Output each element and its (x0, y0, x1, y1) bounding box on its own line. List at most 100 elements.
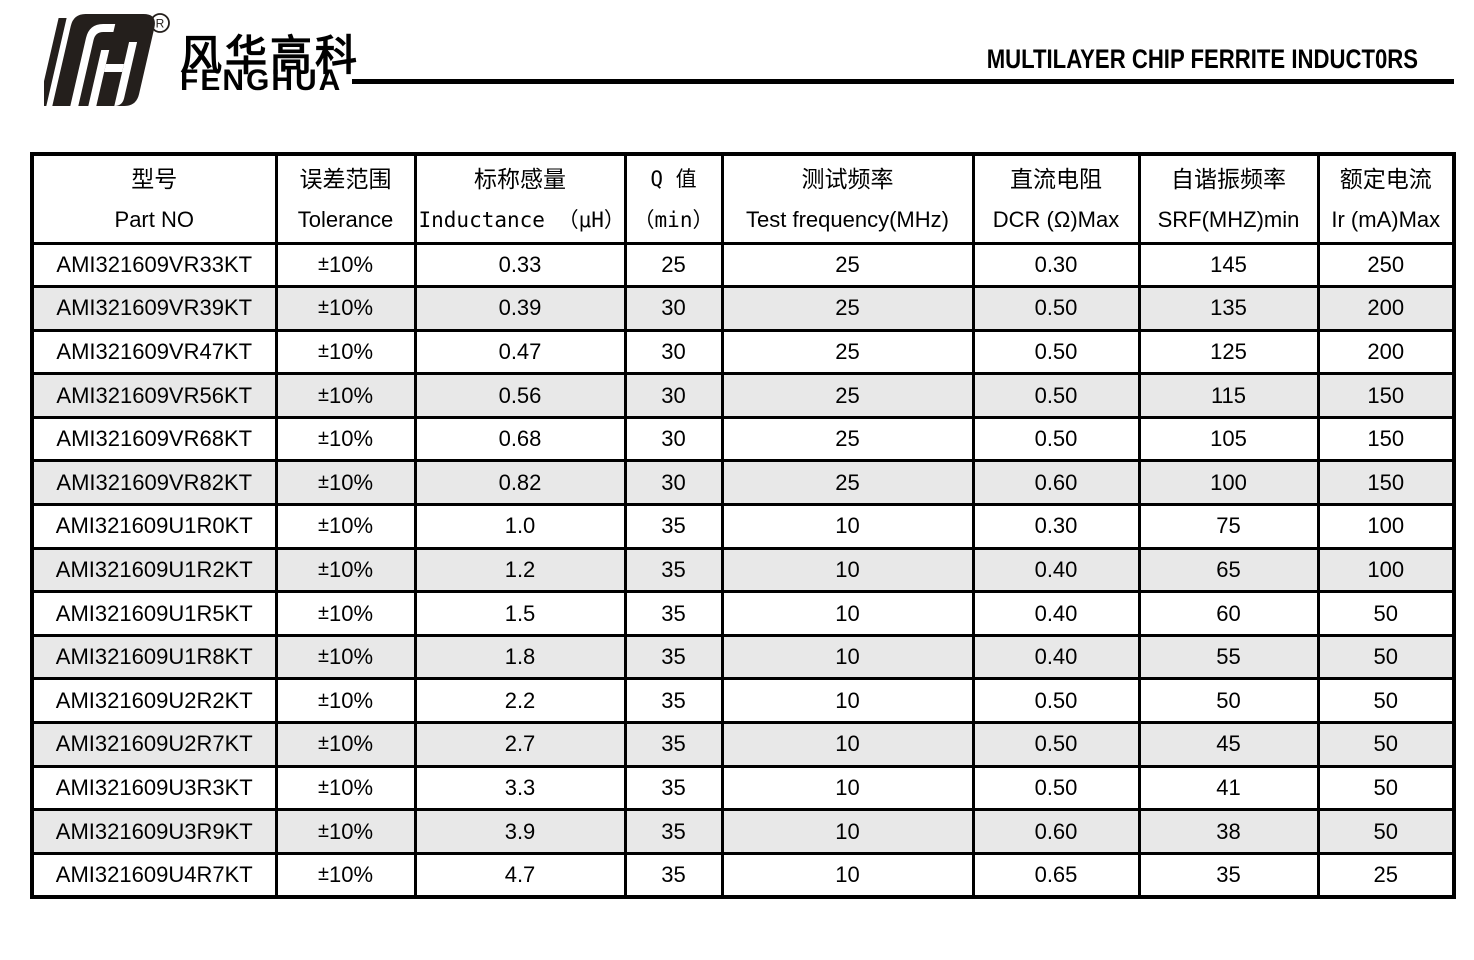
column-header-chinese: 型号 (131, 166, 178, 193)
table-cell: 0.30 (971, 503, 1141, 550)
part-number-cell: AMI321609U1R8KT (30, 633, 278, 681)
table-cell: 50 (1316, 764, 1456, 812)
table-cell: 250 (1316, 241, 1456, 289)
part-number-cell: AMI321609U2R7KT (30, 721, 278, 768)
table-cell: 30 (623, 459, 724, 507)
table-cell: 125 (1137, 328, 1320, 376)
table-cell: 25 (720, 459, 975, 507)
table-cell: 150 (1316, 372, 1456, 419)
title-underline (352, 79, 1454, 84)
table-cell: 50 (1316, 590, 1456, 637)
table-cell: 10 (720, 590, 975, 637)
table-cell: 3.9 (413, 808, 627, 855)
table-cell: ±10% (274, 677, 417, 725)
plus-minus-sign: ± (317, 427, 329, 450)
table-cell: 35 (623, 590, 724, 637)
table-cell: 2.7 (413, 721, 627, 768)
column-header: 额定电流 Ir (mA)Max (1316, 152, 1456, 245)
table-cell: 30 (623, 372, 724, 419)
table-cell: ±10% (274, 415, 417, 463)
plus-minus-sign: ± (317, 339, 329, 362)
table-cell: 25 (720, 372, 975, 419)
company-name-english: FENGHUA (180, 64, 343, 97)
table-cell: 135 (1137, 285, 1320, 332)
table-row: AMI321609U1R2KT ±10% 1.2 35 10 0.40 65 100 (30, 546, 1456, 594)
table-cell: 10 (720, 808, 975, 855)
table-cell: 35 (623, 503, 724, 550)
table-cell: 30 (623, 285, 724, 332)
table-cell: 45 (1137, 721, 1320, 768)
plus-minus-sign: ± (317, 514, 329, 537)
table-cell: ±10% (274, 503, 417, 550)
inductor-spec-table: 型号 Part NO 误差范围 Tolerance 标称感量 Inductance （μH… (30, 152, 1456, 899)
table-row: AMI321609VR33KT ±10% 0.33 25 25 0.30 145 250 (30, 241, 1456, 289)
table-cell: 0.40 (971, 590, 1141, 637)
table-cell: ±10% (274, 590, 417, 637)
table-cell: 65 (1137, 546, 1320, 594)
table-row: AMI321609U1R5KT ±10% 1.5 35 10 0.40 60 50 (30, 590, 1456, 637)
table-cell: 0.33 (413, 241, 627, 289)
table-cell: ±10% (274, 285, 417, 332)
table-cell: 2.2 (413, 677, 627, 725)
column-header-english: DCR (Ω)Max (992, 207, 1120, 233)
column-header: 标称感量 Inductance （μH） (413, 152, 627, 245)
table-cell: 10 (720, 851, 975, 899)
table-cell: 0.47 (413, 328, 627, 376)
table-cell: 10 (720, 677, 975, 725)
part-number-cell: AMI321609VR39KT (30, 285, 278, 332)
table-row: AMI321609VR39KT ±10% 0.39 30 25 0.50 135 200 (30, 285, 1456, 332)
column-header-english: Ir (mA)Max (1331, 207, 1441, 233)
column-header: 误差范围 Tolerance (274, 152, 417, 245)
table-row: AMI321609VR47KT ±10% 0.47 30 25 0.50 125 200 (30, 328, 1456, 376)
table-cell: ±10% (274, 808, 417, 855)
plus-minus-sign: ± (317, 470, 329, 493)
plus-minus-sign: ± (317, 688, 329, 711)
part-number-cell: AMI321609VR82KT (30, 459, 278, 507)
table-cell: 0.39 (413, 285, 627, 332)
table-cell: 0.50 (971, 328, 1141, 376)
table-cell: 41 (1137, 764, 1320, 812)
table-cell: 10 (720, 721, 975, 768)
column-header: 型号 Part NO (30, 152, 278, 245)
column-header: 测试频率 Test frequency(MHz) (720, 152, 975, 245)
table-cell: ±10% (274, 633, 417, 681)
column-header-english: Test frequency(MHz) (746, 207, 949, 233)
table-cell: 0.50 (971, 764, 1141, 812)
table-row: AMI321609U1R8KT ±10% 1.8 35 10 0.40 55 50 (30, 633, 1456, 681)
table-cell: 25 (623, 241, 724, 289)
column-header-chinese: 测试频率 (801, 166, 894, 193)
table-cell: 100 (1316, 546, 1456, 594)
table-cell: 50 (1137, 677, 1320, 725)
plus-minus-sign: ± (317, 862, 329, 885)
table-cell: 10 (720, 503, 975, 550)
part-number-cell: AMI321609VR56KT (30, 372, 278, 419)
plus-minus-sign: ± (317, 296, 329, 319)
column-header-chinese: 额定电流 (1339, 166, 1432, 193)
column-header-english: SRF(MHZ)min (1157, 207, 1300, 233)
table-row: AMI321609VR68KT ±10% 0.68 30 25 0.50 105 150 (30, 415, 1456, 463)
table-cell: 150 (1316, 415, 1456, 463)
table-cell: 0.60 (971, 459, 1141, 507)
part-number-cell: AMI321609U2R2KT (30, 677, 278, 725)
part-number-cell: AMI321609VR33KT (30, 241, 278, 289)
letterhead: R 风华高科 FENGHUA MULTILAYER CHIP FERRITE I… (0, 0, 1474, 150)
table-cell: 200 (1316, 285, 1456, 332)
table-cell: 25 (720, 241, 975, 289)
column-header-english: （min） (633, 208, 714, 233)
column-header: 直流电阻 DCR (Ω)Max (971, 152, 1141, 245)
table-cell: 30 (623, 415, 724, 463)
column-header-english: Inductance （μH） (418, 208, 625, 233)
table-cell: 0.40 (971, 633, 1141, 681)
table-cell: 35 (623, 764, 724, 812)
svg-text:R: R (156, 17, 165, 31)
table-cell: ±10% (274, 459, 417, 507)
table-cell: 1.8 (413, 633, 627, 681)
table-cell: ±10% (274, 372, 417, 419)
column-header-chinese: 标称感量 (474, 166, 566, 193)
table-cell: 38 (1137, 808, 1320, 855)
column-header-english: Part NO (114, 207, 194, 233)
table-cell: 100 (1137, 459, 1320, 507)
table-cell: 35 (623, 808, 724, 855)
table-cell: 115 (1137, 372, 1320, 419)
